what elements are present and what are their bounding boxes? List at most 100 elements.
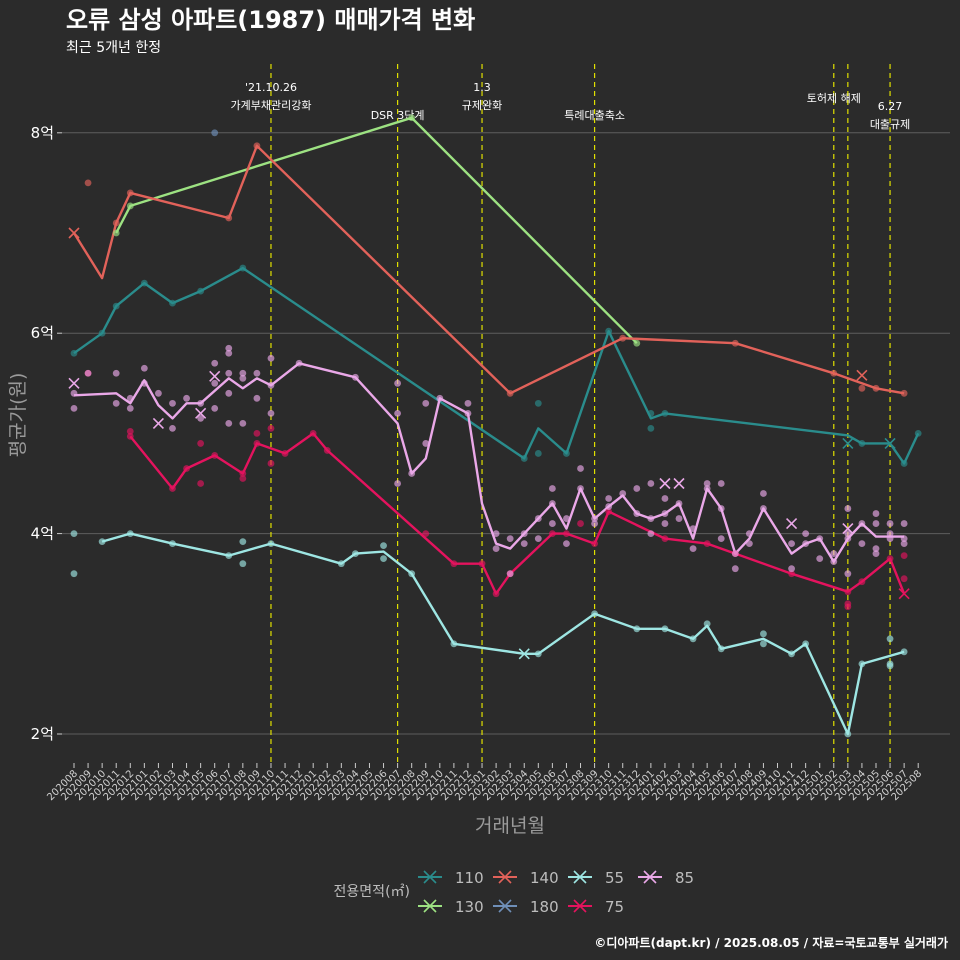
data-point-110 — [140, 279, 148, 287]
cross-point-85 — [195, 407, 207, 419]
data-points — [68, 114, 922, 738]
data-point-140 — [84, 179, 92, 187]
y-tick-label: 4억 — [31, 525, 54, 543]
data-point-55 — [380, 555, 387, 563]
data-point-85 — [563, 515, 570, 522]
data-point-85 — [816, 535, 824, 543]
data-point-85 — [548, 520, 556, 527]
data-point-75 — [323, 447, 331, 454]
data-point-55 — [886, 662, 894, 670]
data-point-85 — [267, 354, 275, 362]
data-point-55 — [760, 640, 767, 648]
legend-label: 55 — [605, 869, 624, 887]
data-point-85 — [647, 480, 655, 487]
data-point-85 — [844, 505, 852, 512]
data-point-85 — [408, 470, 416, 477]
data-point-75 — [197, 440, 205, 447]
cross-point-110 — [884, 437, 896, 449]
data-point-140 — [830, 369, 838, 377]
legend-label: 110 — [455, 869, 484, 887]
data-point-85 — [239, 374, 247, 382]
data-point-85 — [225, 419, 233, 427]
legend-item-55: 55 — [568, 869, 624, 887]
series-line-55 — [101, 532, 905, 736]
data-point-85 — [225, 344, 233, 352]
data-point-85 — [661, 510, 669, 517]
event-label: '21.10.26 — [245, 81, 297, 94]
legend-label: 75 — [605, 898, 624, 916]
data-point-85 — [591, 515, 598, 522]
data-point-85 — [717, 535, 725, 543]
data-point-85 — [534, 515, 542, 522]
data-point-140 — [126, 189, 134, 197]
data-point-85 — [661, 520, 669, 527]
data-point-85 — [872, 550, 880, 558]
event-label: 대출규제 — [870, 118, 910, 131]
data-point-130 — [112, 229, 120, 237]
data-point-85 — [211, 404, 219, 412]
data-point-85 — [675, 500, 683, 507]
data-point-130 — [408, 114, 416, 122]
data-point-85 — [394, 409, 402, 417]
legend-label: 130 — [455, 898, 484, 916]
data-point-55 — [239, 560, 247, 568]
data-point-85 — [689, 545, 697, 553]
data-point-75 — [858, 578, 866, 586]
data-point-85 — [816, 555, 824, 563]
event-label: 1.3 — [473, 81, 491, 94]
data-point-85 — [647, 515, 655, 522]
data-point-85 — [548, 500, 556, 507]
data-point-85 — [422, 440, 430, 447]
x-axis: 2020082020092020102020112020122021012021… — [45, 763, 924, 803]
cross-point-140 — [68, 227, 80, 239]
cross-point-55 — [518, 648, 530, 660]
data-point-75 — [577, 520, 584, 527]
data-point-55 — [534, 650, 542, 658]
legend: 전용면적(㎡) 110 130 140 180 55 75 85 — [334, 869, 695, 916]
data-point-75 — [211, 452, 219, 459]
event-label: 가계부채관리강화 — [230, 99, 311, 112]
data-point-85 — [717, 505, 725, 512]
data-point-75 — [450, 560, 458, 568]
cross-point-85 — [68, 377, 80, 389]
data-point-55 — [760, 630, 767, 638]
legend-title: 전용면적(㎡) — [334, 884, 410, 900]
legend-cross — [643, 870, 657, 884]
data-point-75 — [309, 430, 317, 437]
event-label: 특례대출축소 — [564, 109, 625, 122]
data-point-75 — [183, 465, 190, 472]
data-point-110 — [661, 409, 669, 417]
data-point-85 — [112, 369, 120, 377]
data-point-85 — [577, 465, 584, 472]
data-point-85 — [900, 540, 908, 548]
data-point-75 — [563, 530, 570, 537]
data-point-55 — [858, 660, 866, 668]
series-line-140 — [72, 144, 905, 395]
data-point-140 — [112, 219, 120, 227]
y-tick-label: 8억 — [31, 124, 54, 142]
data-point-85 — [70, 389, 78, 397]
event-label: 6.27 — [878, 100, 903, 113]
data-point-55 — [703, 620, 711, 628]
y-tick-label: 6억 — [31, 324, 54, 342]
data-point-85 — [492, 530, 500, 537]
data-point-110 — [520, 455, 528, 462]
data-point-85 — [563, 540, 570, 548]
data-point-75 — [886, 555, 894, 563]
data-point-55 — [267, 540, 275, 548]
cross-point-110 — [842, 437, 854, 449]
data-point-85 — [211, 379, 219, 387]
y-axis-title: 평균가(원) — [7, 373, 29, 458]
data-point-85 — [520, 530, 528, 537]
data-point-85 — [717, 480, 725, 487]
data-point-85 — [900, 520, 908, 527]
data-point-55 — [661, 625, 669, 633]
data-point-85 — [169, 399, 176, 407]
chart-title: 오류 삼성 아파트(1987) 매매가격 변화 — [66, 6, 475, 34]
data-point-85 — [844, 530, 852, 537]
data-point-85 — [886, 520, 894, 527]
series-lines — [72, 116, 920, 736]
data-point-55 — [788, 650, 795, 658]
data-point-75 — [591, 540, 598, 548]
